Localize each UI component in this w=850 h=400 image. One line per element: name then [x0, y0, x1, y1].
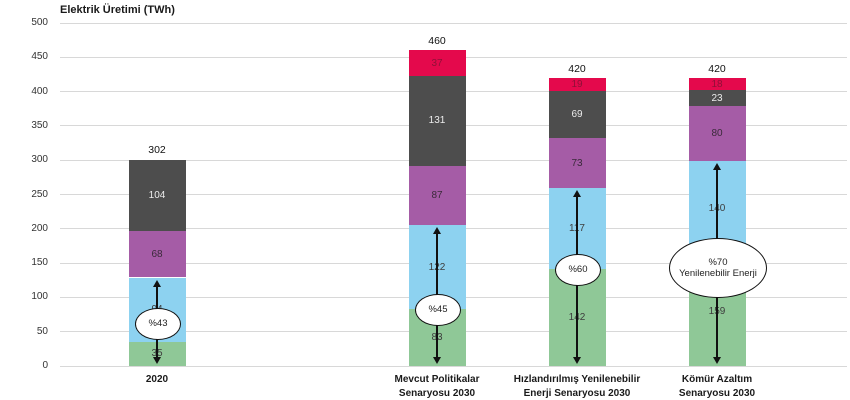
share-ellipse-text: %70	[708, 256, 728, 268]
bar-segment-red: 19	[548, 77, 606, 91]
category-label-line: Mevcut Politikalar	[394, 374, 480, 385]
category-label-line: Hızlandırılmış Yenilenebilir	[513, 374, 641, 385]
category-label: Hızlandırılmış Yenilenebilir Enerji Senar…	[482, 373, 672, 400]
bar-total-label: 420	[568, 62, 586, 75]
y-tick-label: 150	[31, 257, 48, 269]
bar-segment-purple: 68	[128, 230, 186, 278]
y-tick-label: 500	[31, 17, 48, 28]
gridline	[60, 365, 847, 367]
category-label-line: Enerji Senaryosu 2030	[523, 387, 631, 399]
y-tick-label: 400	[31, 85, 48, 97]
category-label-line: Senaryosu 2030	[398, 387, 476, 399]
bar-segment-dark_gray: 23	[688, 90, 746, 106]
category-label-line: 2020	[145, 374, 169, 385]
gridline	[60, 22, 847, 24]
segment-value-label: 23	[711, 92, 723, 104]
share-ellipse-text: Yenilenebilir Enerji	[679, 267, 757, 279]
bar-segment-red: 18	[688, 77, 746, 91]
arrow-down-icon	[152, 357, 161, 364]
segment-value-label: 37	[431, 57, 443, 69]
segment-value-label: 87	[431, 190, 443, 202]
bar-segment-purple: 73	[548, 138, 606, 189]
chart-title: Elektrik Üretimi (TWh)	[60, 4, 175, 16]
bar-total-label: 420	[708, 62, 726, 75]
bar-total-label: 460	[428, 35, 446, 48]
share-ellipse-text: %60	[568, 263, 588, 275]
bar-segment-dark_gray: 69	[548, 90, 606, 139]
share-ellipse: %45	[415, 294, 461, 327]
y-tick-label: 0	[42, 360, 48, 371]
y-tick-label: 300	[31, 154, 48, 166]
y-tick-label: 50	[36, 325, 48, 337]
arrow-up-icon	[432, 227, 441, 235]
segment-value-label: 18	[711, 78, 723, 90]
bar-segment-purple: 87	[408, 165, 466, 226]
y-tick-label: 200	[31, 222, 48, 234]
segment-value-label: 69	[571, 109, 583, 121]
arrow-down-icon	[572, 357, 581, 364]
y-tick-label: 100	[31, 291, 48, 303]
segment-value-label: 80	[711, 127, 723, 139]
share-ellipse: %70 Yenilenebilir Enerji	[669, 237, 767, 298]
segment-value-label: 131	[428, 115, 446, 127]
arrow-up-icon	[572, 190, 581, 198]
y-tick-label: 450	[31, 51, 48, 63]
bar-segment-dark_gray: 104	[128, 159, 186, 231]
category-label: Kömür Azaltım Senaryosu 2030	[622, 373, 812, 400]
arrow-down-icon	[432, 357, 441, 364]
arrow-up-icon	[152, 279, 161, 287]
share-ellipse-text: %43	[148, 318, 168, 330]
category-label: Mevcut Politikalar Senaryosu 2030	[342, 373, 532, 400]
share-ellipse: %43	[135, 307, 181, 340]
bar-segment-dark_gray: 131	[408, 75, 466, 166]
category-label-line: Senaryosu 2030	[678, 387, 756, 399]
bar-total-label: 302	[148, 143, 166, 156]
segment-value-label: 19	[571, 78, 583, 90]
bar-segment-purple: 80	[688, 106, 746, 161]
segment-value-label: 104	[148, 189, 166, 201]
y-tick-label: 250	[31, 188, 48, 200]
segment-value-label: 68	[151, 248, 163, 260]
arrow-down-icon	[712, 357, 721, 364]
share-ellipse-text: %45	[428, 304, 448, 316]
arrow-up-icon	[712, 162, 721, 170]
y-tick-label: 350	[31, 119, 48, 131]
share-ellipse: %60	[555, 253, 601, 286]
segment-value-label: 73	[571, 157, 583, 169]
category-label: 2020	[62, 373, 252, 387]
bar-segment-red: 37	[408, 50, 466, 76]
category-label-line: Kömür Azaltım	[681, 374, 753, 385]
